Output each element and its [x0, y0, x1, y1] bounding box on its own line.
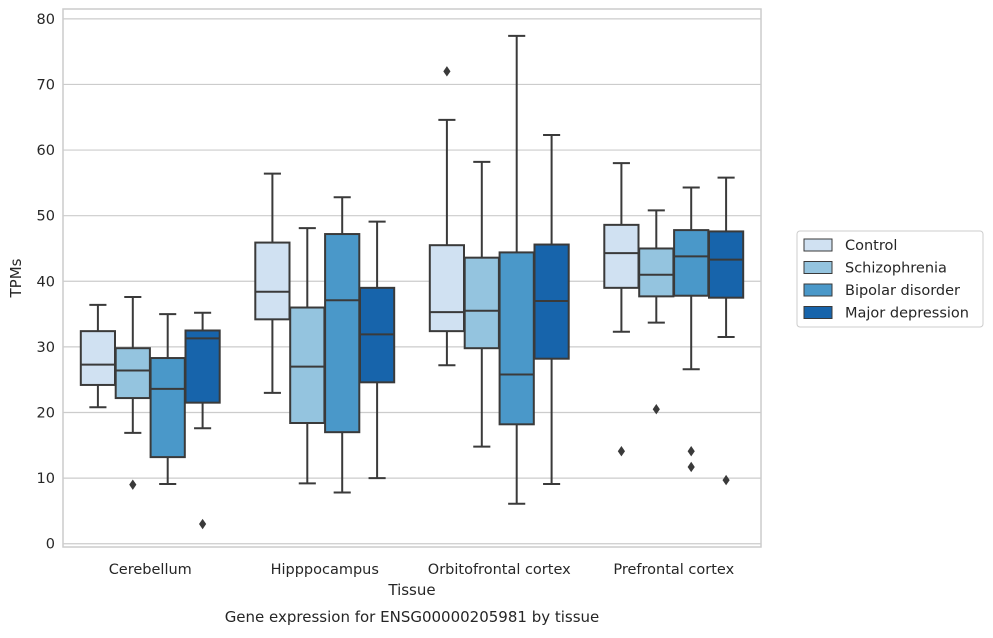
x-tick-label: Hipppocampus	[271, 562, 379, 578]
outlier-point	[652, 404, 660, 415]
outlier-point	[443, 66, 451, 77]
legend-entries: Control Schizophrenia Bipolar disorder Majo…	[803, 238, 969, 322]
plot-area	[62, 8, 762, 548]
y-tick-label: 60	[37, 143, 55, 159]
iqr-box	[603, 223, 640, 289]
iqr-box	[79, 330, 117, 386]
legend-swatch	[803, 283, 833, 297]
box-1-3	[358, 220, 396, 480]
iqr-box	[428, 244, 466, 333]
y-tick-label: 0	[46, 537, 55, 553]
iqr-box	[463, 256, 500, 350]
legend-label: Control	[845, 238, 897, 254]
box-0-1	[114, 296, 151, 490]
iqr-box	[254, 241, 291, 321]
outlier-point	[687, 461, 695, 473]
legend-frame	[796, 230, 984, 328]
box-3-1	[638, 209, 675, 415]
box-2-1	[463, 160, 500, 448]
iqr-box	[289, 306, 326, 424]
box-2-0	[428, 66, 466, 367]
legend: Control Schizophrenia Bipolar disorder Majo…	[796, 230, 984, 328]
legend-label: Schizophrenia	[845, 261, 947, 277]
box-0-0	[79, 303, 117, 409]
legend-swatch	[803, 261, 833, 274]
y-tick-label: 70	[37, 77, 55, 93]
legend-swatch	[803, 238, 833, 252]
outlier-point	[687, 446, 695, 457]
x-tick-label: Orbitofrontal cortex	[428, 562, 571, 578]
iqr-box	[707, 230, 745, 299]
iqr-box	[149, 357, 186, 459]
chart-caption: Gene expression for ENSG00000205981 by t…	[225, 608, 600, 626]
iqr-box	[498, 251, 535, 426]
outlier-point	[129, 479, 137, 490]
box-groups	[79, 34, 745, 530]
y-tick-labels: 0 10 20 30 40 50 60 70 80	[37, 12, 55, 553]
iqr-box	[184, 329, 221, 404]
box-2-3	[533, 133, 570, 486]
x-tick-label: Prefrontal cortex	[613, 562, 734, 578]
y-tick-label: 40	[37, 274, 55, 290]
y-tick-label: 10	[37, 471, 55, 487]
y-tick-label: 80	[37, 12, 55, 28]
iqr-box	[324, 233, 361, 434]
legend-label: Major depression	[845, 306, 969, 322]
x-tick-label: Cerebellum	[109, 562, 192, 578]
x-tick-labels: Cerebellum Hipppocampus Orbitofrontal cort…	[109, 562, 735, 578]
y-axis-label: TPMs	[7, 258, 25, 298]
outlier-point	[722, 474, 730, 486]
iqr-box	[638, 247, 675, 298]
y-tick-label: 20	[37, 406, 55, 422]
box-1-2	[324, 196, 361, 494]
y-tick-label: 50	[37, 209, 55, 225]
iqr-box	[673, 229, 710, 297]
box-3-0	[603, 162, 640, 457]
y-tick-label: 30	[37, 340, 55, 356]
outlier-point	[617, 446, 625, 457]
box-0-3	[184, 311, 221, 530]
legend-label: Bipolar disorder	[845, 283, 960, 299]
box-1-0	[254, 172, 291, 394]
box-0-2	[149, 313, 186, 486]
outlier-point	[199, 518, 207, 530]
x-axis-label: Tissue	[387, 581, 435, 599]
legend-swatch	[803, 306, 833, 319]
box-3-3	[707, 176, 745, 486]
box-3-2	[673, 186, 710, 473]
iqr-box	[114, 347, 151, 400]
box-1-1	[289, 227, 326, 485]
box-2-2	[498, 34, 535, 505]
